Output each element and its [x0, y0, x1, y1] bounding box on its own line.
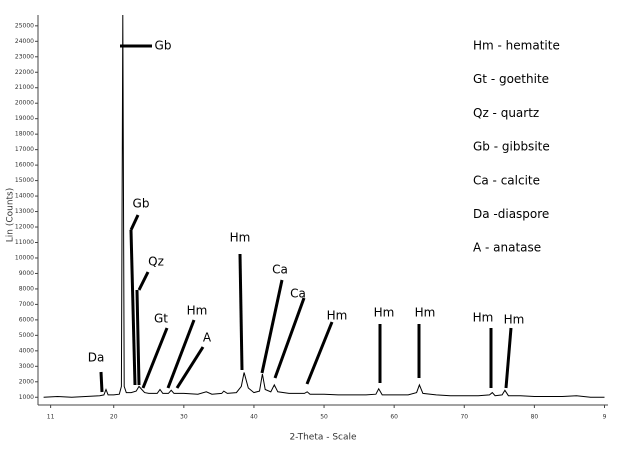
y-tick-label: 7000 — [19, 301, 34, 308]
y-tick-label: 9000 — [19, 270, 34, 277]
y-tick-label: 18000 — [15, 131, 34, 138]
annotation-pointer — [504, 327, 513, 389]
key-entry: A - anatase — [473, 241, 541, 255]
annotation: Ca — [272, 263, 288, 277]
key-entry: Gt - goethite — [473, 72, 549, 86]
y-tick-label: 17000 — [15, 146, 34, 153]
y-tick-label: 12000 — [15, 224, 34, 231]
annotation: Gb — [155, 39, 172, 53]
x-tick-label: 40 — [250, 414, 258, 421]
x-tick-label: 70 — [460, 414, 468, 421]
x-tick-label: 80 — [531, 414, 539, 421]
annotation: Hm — [415, 306, 436, 320]
y-tick-label: 14000 — [15, 193, 34, 200]
y-tick-label: 13000 — [15, 208, 34, 215]
y-tick-label: 1000 — [19, 394, 34, 401]
y-tick-label: 3000 — [19, 363, 34, 370]
annotation: Hm — [327, 309, 348, 323]
annotation-pointer — [273, 297, 306, 379]
annotation: Qz — [148, 255, 164, 269]
annotation-pointer — [305, 321, 334, 385]
y-tick-label: 22000 — [15, 69, 34, 76]
xrd-line — [43, 14, 605, 398]
annotation: Gt — [154, 312, 168, 326]
y-tick-label: 23000 — [15, 53, 34, 60]
y-tick-label: 8000 — [19, 285, 34, 292]
y-tick-label: 6000 — [19, 316, 34, 323]
annotation-pointer — [175, 346, 205, 389]
annotation: Ca — [290, 287, 306, 301]
x-tick-label: 60 — [390, 414, 398, 421]
key-entry: Hm - hematite — [473, 39, 560, 53]
key-entry: Gb - gibbsite — [473, 140, 550, 154]
y-tick-label: 21000 — [15, 84, 34, 91]
annotation-pointer — [129, 229, 137, 386]
y-tick-label: 25000 — [15, 22, 34, 29]
x-axis-label: 2-Theta - Scale — [289, 433, 357, 443]
annotation: Hm — [504, 313, 525, 327]
y-tick-label: 10000 — [15, 254, 34, 261]
y-tick-label: 4000 — [19, 347, 34, 354]
y-tick-label: 20000 — [15, 100, 34, 107]
annotation: Hm — [187, 304, 208, 318]
annotation-pointer — [260, 279, 284, 374]
annotation: A — [203, 331, 212, 345]
y-tick-label: 5000 — [19, 332, 34, 339]
annotation-pointer — [166, 319, 196, 389]
annotation-pointer — [238, 253, 244, 371]
y-tick-label: 19000 — [15, 115, 34, 122]
annotation-pointer — [141, 327, 169, 389]
key-entry: Ca - calcite — [473, 173, 540, 187]
annotation-pointer — [137, 271, 150, 291]
x-tick-label: 20 — [110, 414, 118, 421]
x-tick-label: 9 — [603, 414, 607, 421]
y-tick-label: 2000 — [19, 378, 34, 385]
annotation: Hm — [473, 311, 494, 325]
annotation: Gb — [133, 197, 150, 211]
annotation-pointer — [129, 214, 140, 231]
y-tick-label: 16000 — [15, 162, 34, 169]
y-tick-label: 15000 — [15, 177, 34, 184]
annotation-pointer — [99, 371, 104, 393]
annotation: Hm — [230, 231, 251, 245]
annotation: Hm — [374, 306, 395, 320]
x-tick-label: 11 — [47, 414, 55, 421]
y-tick-label: 24000 — [15, 38, 34, 45]
key-entry: Qz - quartz — [473, 106, 539, 120]
y-axis-label: Lin (Counts) — [6, 188, 16, 243]
x-tick-label: 50 — [320, 414, 328, 421]
y-tick-label: 11000 — [15, 239, 34, 246]
x-tick-label: 30 — [180, 414, 188, 421]
annotation: Da — [88, 351, 105, 365]
key-entry: Da -diaspore — [473, 207, 549, 221]
annotation-pointer — [135, 289, 141, 386]
